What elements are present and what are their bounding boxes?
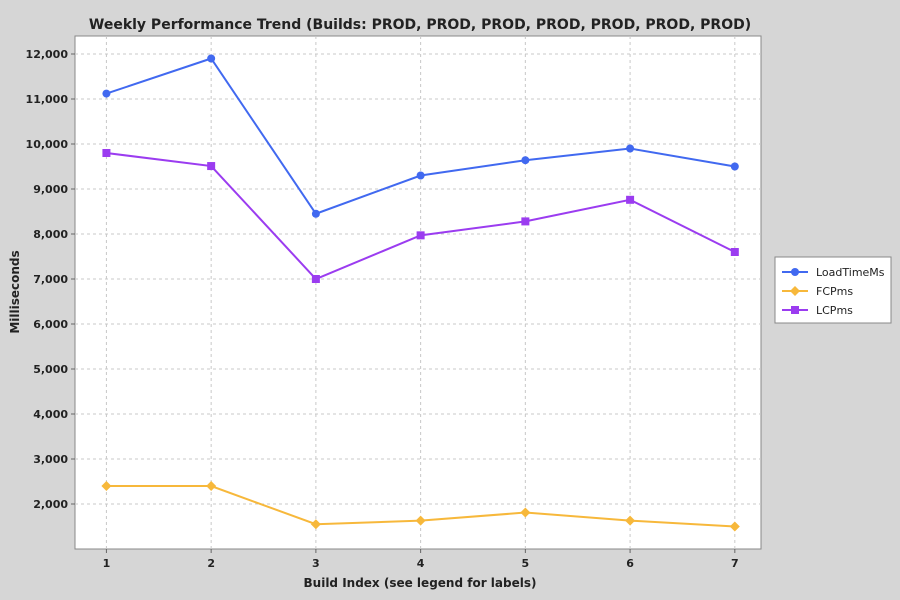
y-tick-label: 2,000 (33, 498, 68, 511)
legend-marker-lcpms (791, 306, 799, 314)
data-point-loadtimems (730, 162, 739, 171)
data-point-fcpms (206, 481, 217, 491)
x-tick-label: 3 (312, 557, 320, 570)
y-tick-label: 11,000 (26, 93, 69, 106)
y-tick-label: 3,000 (33, 453, 68, 466)
x-tick-label: 6 (626, 557, 634, 570)
grid-lines (75, 36, 761, 549)
y-tick-label: 4,000 (33, 408, 68, 421)
data-point-loadtimems (311, 209, 320, 218)
y-axis-label: Milliseconds (8, 250, 22, 333)
data-point-lcpms (730, 248, 739, 256)
data-point-loadtimems (416, 171, 425, 180)
data-point-fcpms (310, 519, 321, 530)
data-point-fcpms (729, 521, 740, 532)
x-tick-label: 5 (522, 557, 530, 570)
legend-marker-loadtimems (791, 268, 799, 276)
data-point-fcpms (520, 507, 531, 518)
data-point-fcpms (415, 515, 426, 526)
y-tick-label: 12,000 (26, 48, 69, 61)
legend-label-fcpms: FCPms (816, 285, 853, 298)
data-point-lcpms (311, 275, 320, 283)
y-tick-label: 9,000 (33, 183, 68, 196)
plot-area (74, 35, 762, 550)
series-lines (101, 54, 740, 532)
data-point-loadtimems (102, 89, 111, 98)
data-point-lcpms (102, 149, 111, 157)
axes: 2,000 3,000 4,000 5,000 6,000 7,000 8,000 9,000… (26, 48, 739, 570)
legend-label-lcpms: LCPms (816, 304, 853, 317)
data-point-fcpms (625, 515, 636, 526)
x-tick-label: 4 (417, 557, 425, 570)
x-axis-label: Build Index (see legend for labels) (304, 576, 537, 590)
data-point-fcpms (101, 481, 112, 491)
x-tick-label: 1 (103, 557, 111, 570)
y-tick-label: 6,000 (33, 318, 68, 331)
legend-label-loadtimems: LoadTimeMs (816, 266, 885, 279)
y-tick-label: 7,000 (33, 273, 68, 286)
data-point-lcpms (626, 195, 635, 204)
y-tick-label: 10,000 (26, 138, 69, 151)
data-point-loadtimems (626, 144, 635, 153)
data-point-lcpms (416, 231, 425, 240)
data-point-loadtimems (207, 54, 216, 63)
chart-title: Weekly Performance Trend (Builds: PROD, … (89, 17, 751, 33)
x-tick-label: 7 (731, 557, 739, 570)
y-tick-label: 5,000 (33, 363, 68, 376)
x-tick-label: 2 (207, 557, 215, 570)
data-point-loadtimems (521, 156, 530, 165)
y-tick-label: 8,000 (33, 228, 68, 241)
legend: LoadTimeMs FCPms LCPms (774, 256, 892, 324)
data-point-lcpms (207, 162, 216, 171)
data-point-lcpms (521, 217, 530, 226)
legend-marker-fcpms (790, 286, 800, 296)
